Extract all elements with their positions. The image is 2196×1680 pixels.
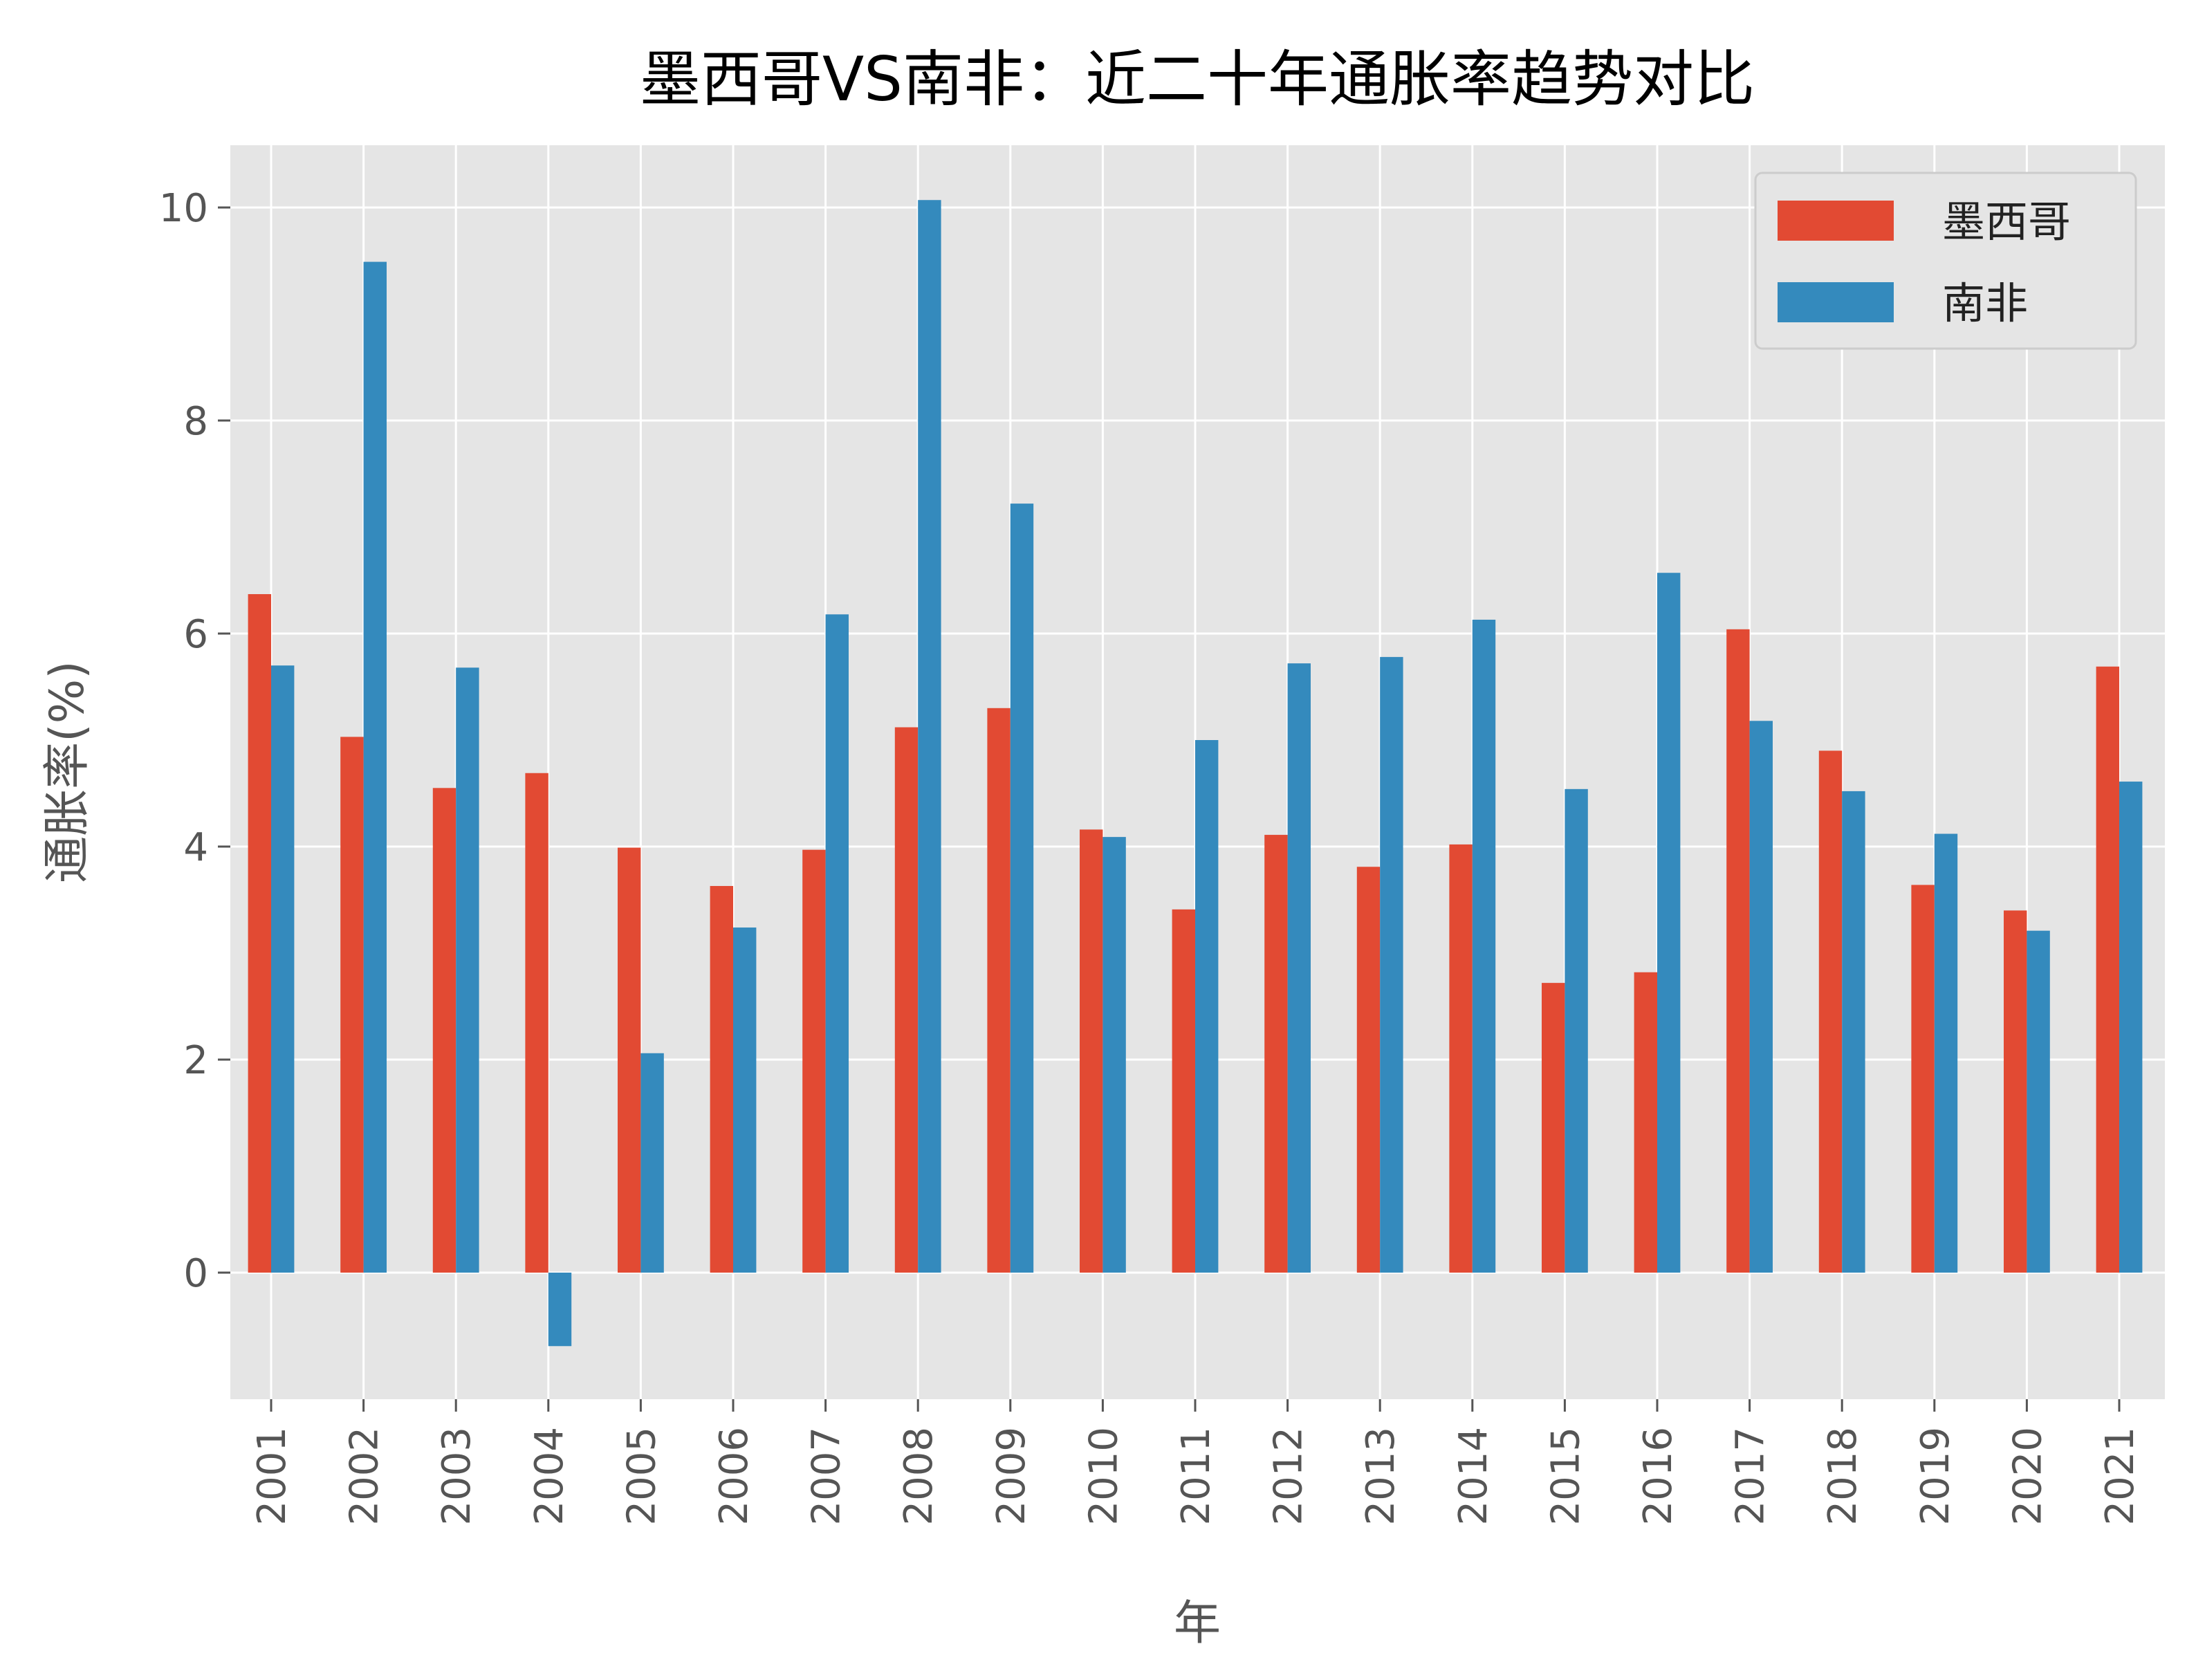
- legend-label-south-africa: 南非: [1942, 278, 2028, 329]
- x-tick-label: 2009: [989, 1427, 1034, 1526]
- bar-south-africa-2020: [2027, 930, 2050, 1273]
- y-tick-label: 0: [183, 1251, 208, 1296]
- bar-mexico-2012: [1264, 835, 1288, 1273]
- x-tick-label: 2007: [804, 1427, 849, 1526]
- x-tick-label: 2012: [1266, 1427, 1311, 1526]
- y-axis-label: 通胀率(%): [40, 661, 95, 883]
- bar-south-africa-2021: [2119, 782, 2143, 1273]
- y-tick-label: 6: [183, 612, 208, 657]
- bar-south-africa-2003: [456, 667, 479, 1273]
- chart-title: 墨西哥VS南非：近二十年通胀率趋势对比: [640, 44, 1755, 115]
- bar-mexico-2005: [618, 847, 641, 1273]
- x-tick-label: 2019: [1913, 1427, 1958, 1526]
- y-tick-label: 4: [183, 825, 208, 870]
- bar-mexico-2020: [2004, 910, 2027, 1273]
- x-tick-label: 2002: [342, 1427, 387, 1526]
- y-tick-label: 2: [183, 1038, 208, 1083]
- bar-mexico-2009: [987, 708, 1011, 1273]
- bar-mexico-2010: [1080, 829, 1103, 1273]
- bar-south-africa-2002: [363, 261, 387, 1273]
- legend-swatch-south-africa: [1778, 282, 1894, 322]
- bar-mexico-2019: [1911, 885, 1935, 1273]
- legend-label-mexico: 墨西哥: [1942, 196, 2071, 247]
- bar-south-africa-2015: [1565, 788, 1588, 1273]
- bar-south-africa-2001: [271, 665, 295, 1273]
- bar-mexico-2007: [802, 849, 826, 1273]
- x-tick-label: 2020: [2005, 1427, 2050, 1526]
- bar-mexico-2008: [894, 727, 919, 1273]
- x-tick-label: 2015: [1543, 1427, 1588, 1526]
- x-tick-label: 2017: [1728, 1427, 1773, 1526]
- legend: 墨西哥 南非: [1754, 172, 2137, 350]
- x-tick-label: 2011: [1174, 1427, 1219, 1526]
- bar-mexico-2016: [1634, 972, 1657, 1273]
- bar-south-africa-2004: [548, 1273, 572, 1347]
- bar-mexico-2004: [525, 773, 548, 1273]
- x-axis-label: 年: [1174, 1596, 1221, 1651]
- x-tick-label: 2014: [1451, 1427, 1496, 1526]
- x-tick-label: 2006: [712, 1427, 757, 1526]
- bar-south-africa-2019: [1934, 833, 1958, 1273]
- bar-mexico-2021: [2096, 666, 2119, 1273]
- bar-mexico-2001: [248, 594, 271, 1273]
- x-tick-label: 2021: [2098, 1427, 2143, 1526]
- bar-mexico-2014: [1449, 844, 1473, 1273]
- x-tick-label: 2013: [1358, 1427, 1403, 1526]
- bar-mexico-2013: [1356, 867, 1381, 1273]
- bar-south-africa-2007: [825, 614, 849, 1273]
- x-tick-label: 2004: [527, 1427, 572, 1526]
- bar-mexico-2017: [1726, 629, 1750, 1273]
- bar-south-africa-2013: [1380, 656, 1403, 1273]
- x-tick-label: 2018: [1820, 1427, 1865, 1526]
- x-tick-label: 2016: [1636, 1427, 1681, 1526]
- bar-mexico-2015: [1542, 983, 1565, 1273]
- bar-south-africa-2008: [918, 200, 941, 1273]
- bar-mexico-2018: [1818, 750, 1843, 1273]
- x-tick-label: 2010: [1081, 1427, 1126, 1526]
- bar-south-africa-2006: [733, 927, 757, 1273]
- bars: [248, 200, 2143, 1347]
- legend-swatch-mexico: [1778, 201, 1894, 241]
- bar-south-africa-2014: [1472, 619, 1496, 1273]
- bar-mexico-2006: [710, 885, 733, 1273]
- bar-south-africa-2018: [1842, 791, 1865, 1273]
- x-tick-label: 2005: [619, 1427, 664, 1526]
- axis-ticks: 0 2 4 6 8 10 2001 2002 2003 2004 2005 2006 2007 2008 2…: [159, 186, 2143, 1526]
- bar-south-africa-2017: [1749, 721, 1773, 1273]
- bar-south-africa-2010: [1102, 837, 1126, 1273]
- bar-mexico-2003: [432, 788, 456, 1273]
- bar-south-africa-2009: [1010, 504, 1034, 1273]
- bar-south-africa-2005: [640, 1053, 664, 1273]
- y-tick-label: 10: [159, 186, 208, 231]
- bar-mexico-2002: [340, 737, 364, 1273]
- bar-south-africa-2016: [1657, 573, 1681, 1273]
- y-tick-label: 8: [183, 399, 208, 444]
- bar-mexico-2011: [1172, 909, 1195, 1273]
- x-tick-label: 2008: [896, 1427, 941, 1526]
- bar-south-africa-2012: [1287, 663, 1311, 1273]
- x-tick-label: 2003: [434, 1427, 479, 1526]
- bar-south-africa-2011: [1195, 740, 1219, 1273]
- x-tick-label: 2001: [250, 1427, 295, 1526]
